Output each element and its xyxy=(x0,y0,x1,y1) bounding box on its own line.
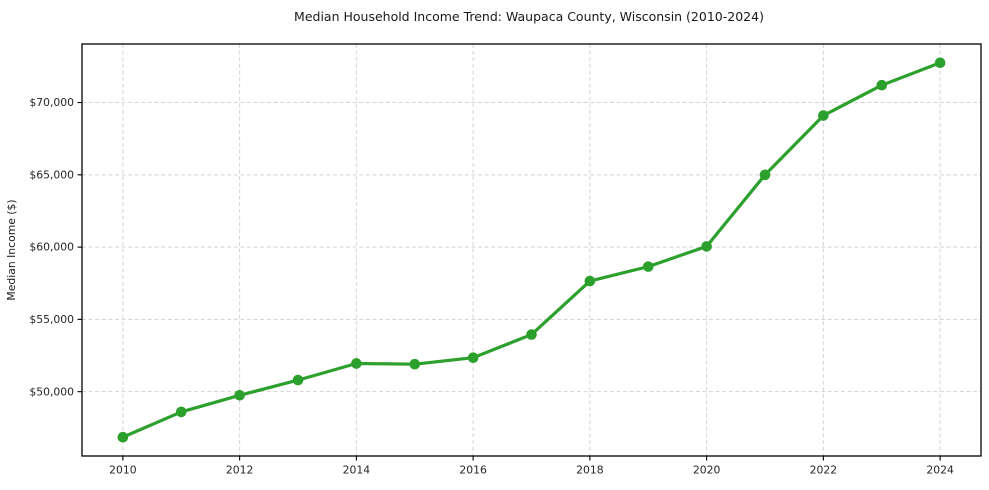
plot-border xyxy=(81,43,982,457)
data-point-marker xyxy=(642,261,654,272)
y-tick-label: $60,000 xyxy=(29,241,74,254)
x-tick-label: 2012 xyxy=(226,464,253,477)
x-tick-label: 2016 xyxy=(459,464,487,477)
data-point-marker xyxy=(759,169,771,181)
chart-title: Median Household Income Trend: Waupaca C… xyxy=(294,9,764,24)
data-point-marker xyxy=(584,275,596,287)
x-tick-label: 2018 xyxy=(576,464,604,477)
data-point-marker xyxy=(818,110,829,121)
x-tick-labels: 2010 2012 2014 2016 2018 2020 2022 2024 xyxy=(109,464,954,477)
y-tick-label: $50,000 xyxy=(29,385,74,398)
y-tick-label: $65,000 xyxy=(29,168,74,181)
data-point-marker xyxy=(701,241,712,252)
data-point-marker xyxy=(876,79,888,91)
x-tick-label: 2010 xyxy=(109,464,137,477)
data-series xyxy=(117,57,946,443)
data-point-marker xyxy=(234,389,245,401)
plot-spines xyxy=(81,43,982,457)
y-tick-label: $70,000 xyxy=(29,96,74,109)
y-axis-label: Median Income ($) xyxy=(5,199,18,300)
x-tick-label: 2014 xyxy=(343,464,371,477)
data-point-marker xyxy=(117,431,129,443)
x-tick-label: 2022 xyxy=(810,464,837,477)
data-point-marker xyxy=(292,374,304,386)
x-tick-label: 2020 xyxy=(693,464,721,477)
data-point-marker xyxy=(175,406,187,418)
x-tick-label: 2024 xyxy=(926,464,954,477)
y-tick-labels: $50,000 $55,000 $60,000 $65,000 $70,000 xyxy=(29,96,74,398)
y-tick-label: $55,000 xyxy=(29,313,74,326)
data-point-marker xyxy=(467,352,479,363)
gridlines xyxy=(82,44,981,456)
data-point-marker xyxy=(351,358,362,369)
data-point-marker xyxy=(526,329,537,340)
data-point-marker xyxy=(934,57,946,69)
data-point-marker xyxy=(409,358,421,370)
axis-ticks xyxy=(77,101,941,461)
